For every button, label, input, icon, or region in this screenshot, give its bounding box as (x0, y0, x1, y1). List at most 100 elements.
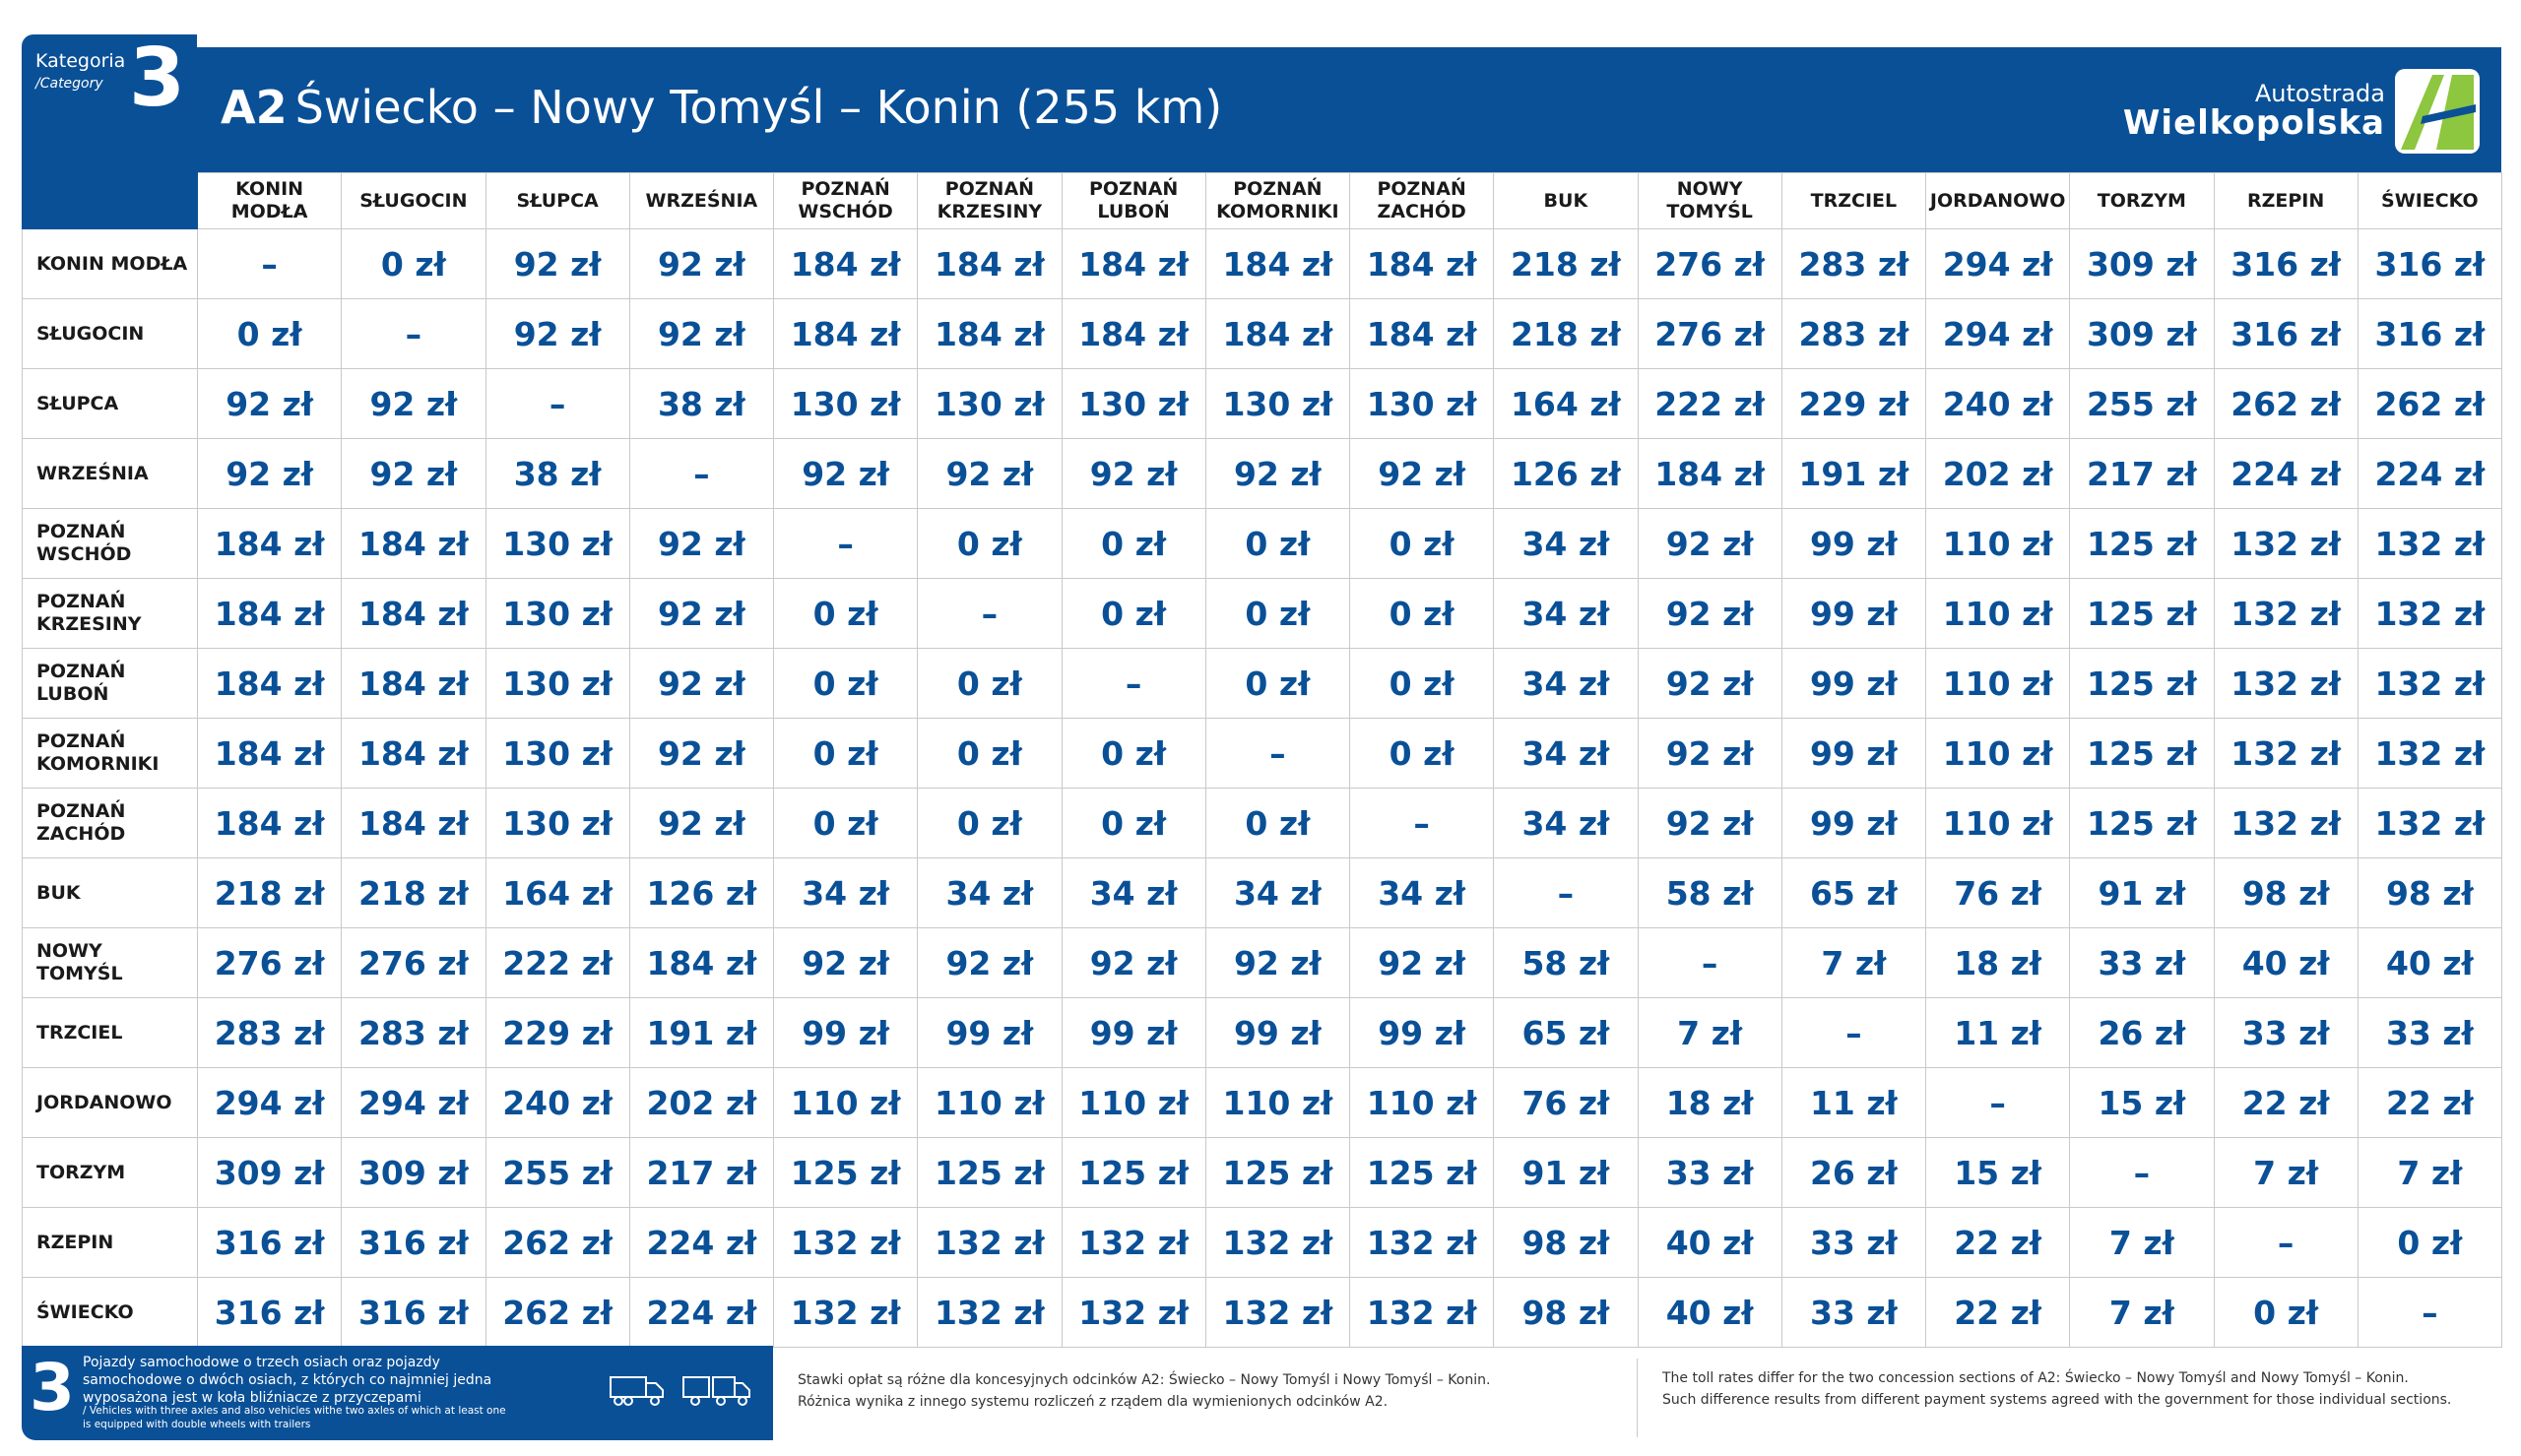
toll-cell: 0 zł (1204, 788, 1351, 858)
toll-cell: 255 zł (2069, 368, 2215, 439)
toll-cell: 125 zł (1348, 1137, 1495, 1208)
toll-cell: 217 zł (628, 1137, 775, 1208)
toll-cell: 130 zł (1061, 368, 1206, 439)
toll-cell: – (2357, 1277, 2503, 1348)
toll-cell: 92 zł (1204, 438, 1351, 509)
toll-cell: 92 zł (628, 788, 775, 858)
toll-cell: 18 zł (1924, 927, 2071, 998)
toll-cell: 125 zł (2069, 648, 2215, 719)
toll-cell: 91 zł (1493, 1137, 1639, 1208)
toll-cell: 130 zł (485, 718, 630, 789)
toll-cell: 110 zł (1924, 718, 2071, 789)
toll-cell: 125 zł (917, 1137, 1063, 1208)
toll-cell: 0 zł (917, 648, 1063, 719)
toll-cell: 132 zł (1061, 1207, 1206, 1278)
toll-cell: 283 zł (196, 997, 343, 1068)
toll-cell: 99 zł (1348, 997, 1495, 1068)
toll-cell: – (1493, 857, 1639, 928)
toll-cell: 184 zł (341, 788, 486, 858)
toll-cell: 92 zł (341, 438, 486, 509)
column-header: RZEPIN (2213, 172, 2359, 229)
toll-cell: 184 zł (196, 648, 343, 719)
toll-cell: 132 zł (1348, 1277, 1495, 1348)
toll-cell: 76 zł (1493, 1067, 1639, 1138)
toll-cell: 184 zł (196, 508, 343, 579)
toll-cell: 0 zł (1204, 508, 1351, 579)
truck-three-axle-icon (610, 1376, 664, 1406)
toll-cell: 276 zł (1637, 298, 1782, 369)
toll-cell: 132 zł (2213, 788, 2359, 858)
column-header: ŚWIECKO (2357, 172, 2503, 229)
toll-cell: 0 zł (917, 508, 1063, 579)
toll-cell: 7 zł (2069, 1277, 2215, 1348)
row-header: SŁUPCA (22, 368, 198, 439)
toll-cell: 184 zł (1348, 298, 1495, 369)
toll-cell: 132 zł (772, 1277, 919, 1348)
toll-cell: 110 zł (1924, 788, 2071, 858)
toll-cell: 184 zł (1204, 228, 1351, 299)
toll-cell: 0 zł (772, 648, 919, 719)
toll-cell: 218 zł (196, 857, 343, 928)
table-row: BUK 218 zł 218 zł 164 zł 126 zł 34 zł 34 zł 34 … (22, 857, 2503, 928)
toll-cell: 132 zł (917, 1277, 1063, 1348)
toll-cell: 294 zł (1924, 228, 2071, 299)
toll-cell: – (772, 508, 919, 579)
toll-cell: 0 zł (1061, 578, 1206, 649)
toll-cell: 229 zł (485, 997, 630, 1068)
toll-cell: 92 zł (485, 298, 630, 369)
toll-cell: 224 zł (2357, 438, 2503, 509)
toll-cell: 92 zł (485, 228, 630, 299)
table-row: TRZCIEL 283 zł 283 zł 229 zł 191 zł 99 zł 99 z… (22, 997, 2503, 1068)
toll-cell: 126 zł (1493, 438, 1639, 509)
toll-cell: 99 zł (772, 997, 919, 1068)
toll-cell: 184 zł (1204, 298, 1351, 369)
toll-cell: 224 zł (628, 1207, 775, 1278)
toll-cell: 130 zł (485, 578, 630, 649)
toll-cell: 184 zł (1061, 228, 1206, 299)
toll-cell: 0 zł (1204, 648, 1351, 719)
toll-cell: 262 zł (485, 1277, 630, 1348)
toll-cell: 110 zł (772, 1067, 919, 1138)
toll-cell: 218 zł (1493, 228, 1639, 299)
toll-cell: 33 zł (1637, 1137, 1782, 1208)
toll-cell: 184 zł (772, 228, 919, 299)
toll-cell: 294 zł (341, 1067, 486, 1138)
toll-cell: 92 zł (1637, 788, 1782, 858)
toll-cell: 7 zł (2069, 1207, 2215, 1278)
toll-cell: 0 zł (196, 298, 343, 369)
toll-cell: 316 zł (341, 1277, 486, 1348)
toll-cell: 202 zł (1924, 438, 2071, 509)
row-header: TRZCIEL (22, 997, 198, 1068)
toll-cell: 125 zł (2069, 718, 2215, 789)
toll-cell: 262 zł (2357, 368, 2503, 439)
toll-cell: 184 zł (628, 927, 775, 998)
toll-cell: 132 zł (2357, 788, 2503, 858)
truck-two-axle-trailer-icon (682, 1376, 750, 1406)
toll-cell: 184 zł (772, 298, 919, 369)
toll-cell: 132 zł (2213, 578, 2359, 649)
table-row: SŁUPCA 92 zł 92 zł –38 zł 130 zł 130 zł 130 zł… (22, 368, 2503, 439)
row-header: BUK (22, 857, 198, 928)
toll-cell: – (2213, 1207, 2359, 1278)
road-number: A2 (221, 81, 288, 134)
toll-cell: 58 zł (1637, 857, 1782, 928)
toll-cell: 276 zł (341, 927, 486, 998)
toll-cell: 92 zł (1637, 648, 1782, 719)
toll-cell: 92 zł (628, 298, 775, 369)
toll-cell: 255 zł (485, 1137, 630, 1208)
toll-cell: 110 zł (1348, 1067, 1495, 1138)
toll-cell: 0 zł (1061, 718, 1206, 789)
column-header: TORZYM (2069, 172, 2215, 229)
table-corner (22, 172, 198, 229)
toll-cell: 191 zł (1780, 438, 1927, 509)
toll-cell: 125 zł (2069, 788, 2215, 858)
toll-cell: 283 zł (1780, 298, 1927, 369)
row-header: POZNAŃ ZACHÓD (22, 788, 198, 858)
toll-cell: 0 zł (2213, 1277, 2359, 1348)
toll-cell: 130 zł (1204, 368, 1351, 439)
toll-cell: 130 zł (917, 368, 1063, 439)
toll-cell: 33 zł (2213, 997, 2359, 1068)
toll-cell: – (341, 298, 486, 369)
table-row: POZNAŃ LUBOŃ 184 zł 184 zł 130 zł 92 zł 0 zł 0… (22, 648, 2503, 719)
toll-cell: – (1924, 1067, 2071, 1138)
